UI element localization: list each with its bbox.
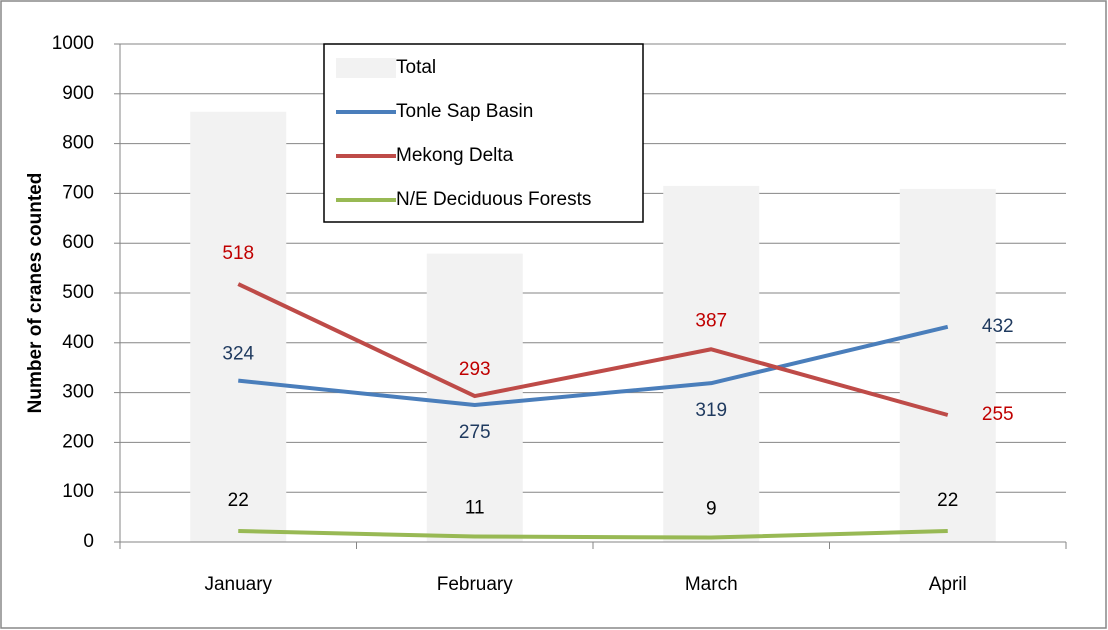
- y-tick-label: 300: [62, 382, 94, 403]
- x-tick-label: March: [685, 574, 738, 595]
- data-label: 275: [459, 422, 491, 443]
- data-label: 22: [937, 490, 958, 511]
- line: [237, 282, 949, 417]
- y-tick-label: 400: [62, 332, 94, 353]
- bar: [663, 185, 760, 542]
- x-tick-label: February: [437, 574, 514, 595]
- legend-label: Mekong Delta: [396, 145, 514, 166]
- data-label: 255: [982, 404, 1014, 425]
- x-tick-label: April: [929, 574, 967, 595]
- data-label: 319: [695, 400, 727, 421]
- y-tick-label: 900: [62, 83, 94, 104]
- line: [238, 324, 949, 408]
- bar: [899, 188, 996, 542]
- y-tick-label: 1000: [52, 33, 94, 54]
- data-label: 432: [982, 316, 1014, 337]
- data-label: 22: [228, 490, 249, 511]
- bar: [190, 111, 287, 542]
- data-label: 9: [706, 499, 717, 520]
- y-tick-label: 200: [62, 431, 94, 452]
- data-label: 518: [222, 243, 254, 264]
- y-axis-label: Number of cranes counted: [25, 173, 46, 414]
- legend-label: N/E Deciduous Forests: [396, 189, 591, 210]
- data-label: 293: [459, 359, 491, 380]
- y-tick-label: 0: [83, 531, 94, 552]
- y-tick-label: 600: [62, 232, 94, 253]
- y-tick-label: 800: [62, 133, 94, 154]
- y-tick-label: 500: [62, 282, 94, 303]
- legend-label: Tonle Sap Basin: [396, 101, 533, 122]
- x-tick-label: January: [204, 574, 272, 595]
- data-label: 11: [465, 498, 485, 519]
- data-label: 387: [695, 310, 727, 331]
- line: [238, 529, 948, 540]
- y-tick-label: 700: [62, 182, 94, 203]
- data-label: 324: [222, 344, 254, 365]
- legend-label: Total: [396, 57, 436, 78]
- legend-swatch: [336, 58, 396, 78]
- y-tick-label: 100: [62, 481, 94, 502]
